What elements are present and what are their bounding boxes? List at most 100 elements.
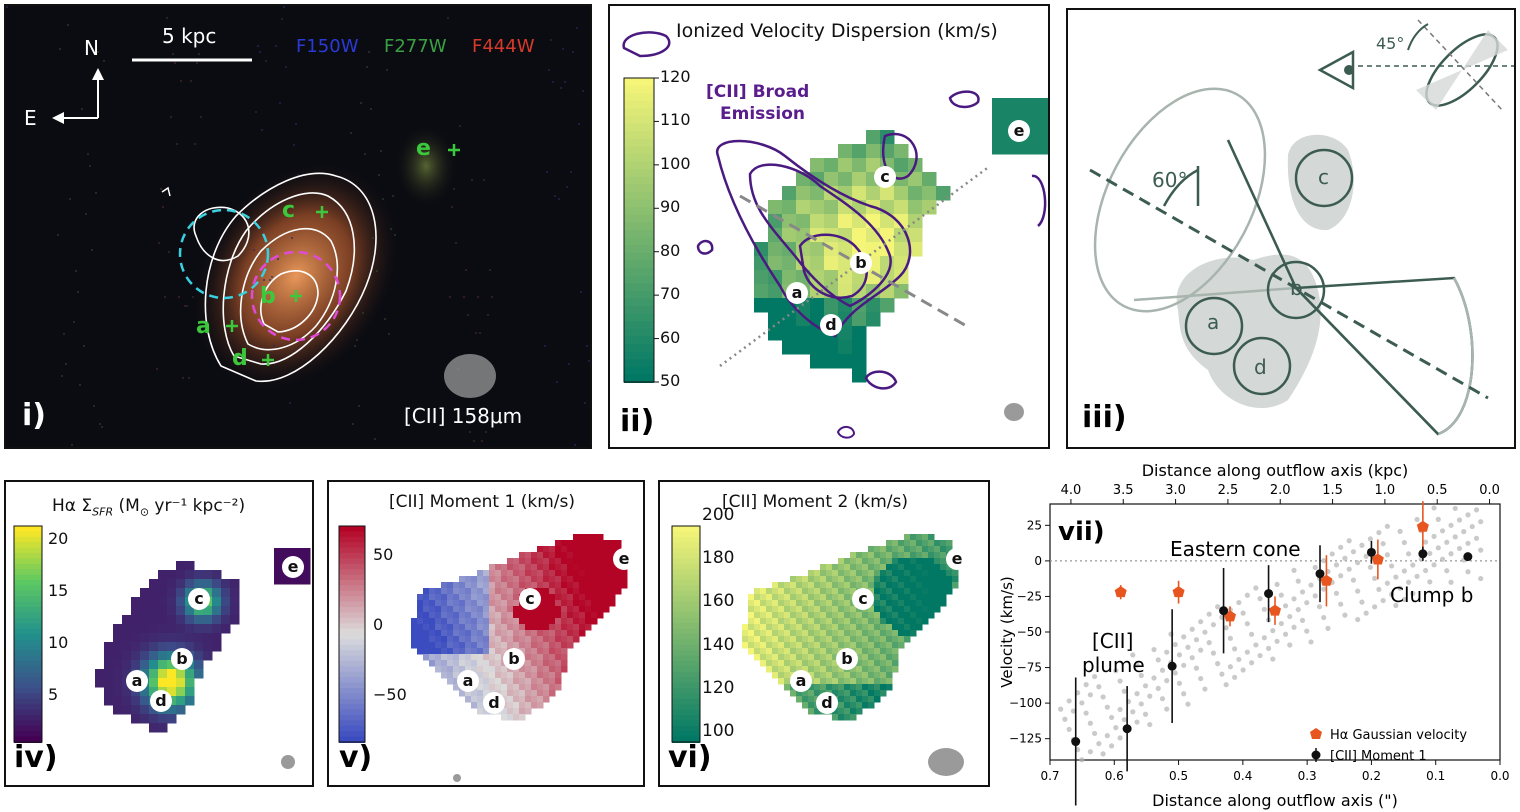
moment1-pixel xyxy=(561,654,568,661)
moment1-pixel xyxy=(585,546,592,553)
dispersion-pixel xyxy=(908,186,923,201)
sfr-pixel xyxy=(167,615,177,625)
clump-cross xyxy=(316,206,328,218)
moment2-pixel xyxy=(766,630,773,637)
moment2-pixel xyxy=(934,582,941,589)
dispersion-pixel xyxy=(852,312,867,327)
moment2-pixel xyxy=(892,642,899,649)
moment2-pixel xyxy=(820,606,827,613)
moment1-pixel xyxy=(441,606,448,613)
y-tick-label: −75 xyxy=(1017,661,1042,675)
moment2-pixel xyxy=(772,612,779,619)
moment2-pixel xyxy=(862,630,869,637)
sfr-pixel xyxy=(194,579,204,589)
moment2-pixel xyxy=(874,570,881,577)
dispersion-colorbar-segment xyxy=(624,222,654,231)
moment2-pixel xyxy=(892,624,899,631)
moment2-pixel xyxy=(778,606,785,613)
sfr-pixel xyxy=(212,642,222,652)
moment2-pixel xyxy=(784,684,791,691)
noise-pixel xyxy=(552,81,554,83)
moment2-pixel xyxy=(874,660,881,667)
moment2-pixel xyxy=(910,576,917,583)
noise-pixel xyxy=(158,242,160,244)
moment2-pixel xyxy=(784,600,791,607)
moment2-pixel xyxy=(850,672,857,679)
sfr-pixel xyxy=(140,687,150,697)
moment2-pixel xyxy=(808,570,815,577)
moment1-pixel xyxy=(537,600,544,607)
moment2-pixel xyxy=(928,534,935,541)
moment2-pixel xyxy=(850,708,857,715)
colorbar-tick: 5 xyxy=(48,685,59,704)
dispersion-pixel xyxy=(810,354,825,369)
moment1-pixel xyxy=(573,630,580,637)
moment2-pixel xyxy=(808,696,815,703)
host-blob xyxy=(1176,254,1321,409)
clump-e-glow xyxy=(396,126,456,206)
moment1-pixel xyxy=(411,618,418,625)
sfr-pixel xyxy=(158,597,168,607)
moment1-pixel xyxy=(477,624,484,631)
moment1-colorbar-segment xyxy=(339,607,365,614)
sfr-pixel xyxy=(203,633,213,643)
moment2-pixel xyxy=(820,660,827,667)
dispersion-colorbar-segment xyxy=(624,328,654,338)
pixel-scatter-point xyxy=(1329,551,1335,557)
moment1-pixel xyxy=(573,576,580,583)
moment2-pixel xyxy=(928,576,935,583)
moment2-pixel xyxy=(838,678,845,685)
moment2-pixel xyxy=(856,690,863,697)
dispersion-colorbar-segment xyxy=(624,321,654,330)
moment1-colorbar-segment xyxy=(339,688,365,695)
noise-pixel xyxy=(568,363,570,365)
moment1-pixel xyxy=(543,552,550,559)
moment2-pixel xyxy=(940,588,947,595)
pixel-scatter-point xyxy=(1249,660,1255,666)
noise-pixel xyxy=(392,195,394,197)
colorbar-tick: 90 xyxy=(660,197,681,217)
noise-pixel xyxy=(459,125,461,127)
moment1-pixel xyxy=(447,630,454,637)
moment1-pixel xyxy=(465,636,472,643)
clump-label-e: e xyxy=(282,556,304,578)
sfr-pixel xyxy=(140,588,150,598)
moment1-pixel xyxy=(411,624,418,631)
moment2-pixel xyxy=(868,576,875,583)
moment2-pixel xyxy=(844,696,851,703)
moment2-pixel xyxy=(946,582,953,589)
sfr-pixel xyxy=(149,642,159,652)
pixel-scatter-point xyxy=(1444,568,1450,574)
moment1-pixel xyxy=(423,642,430,649)
moment1-pixel xyxy=(495,678,502,685)
moment2-pixel xyxy=(922,588,929,595)
moment1-pixel xyxy=(603,576,610,583)
moment2-pixel xyxy=(772,606,779,613)
sfr-pixel xyxy=(176,570,186,580)
inclination-arc xyxy=(1407,23,1429,51)
moment2-pixel xyxy=(820,666,827,673)
moment1-pixel xyxy=(597,552,604,559)
moment2-pixel xyxy=(784,588,791,595)
moment1-pixel xyxy=(477,648,484,655)
moment1-pixel xyxy=(453,660,460,667)
moment2-pixel xyxy=(886,546,893,553)
moment2-pixel xyxy=(916,576,923,583)
moment1-pixel xyxy=(477,576,484,583)
moment1-pixel xyxy=(525,636,532,643)
annotation-plume: plume xyxy=(1082,653,1145,677)
moment2-pixel xyxy=(808,636,815,643)
dispersion-colorbar-segment xyxy=(624,138,654,148)
pixel-scatter-point xyxy=(1134,719,1140,725)
pixel-scatter-point xyxy=(1108,743,1115,749)
moment2-pixel xyxy=(940,576,947,583)
moment1-pixel xyxy=(555,570,562,577)
moment2-pixel xyxy=(850,588,857,595)
moment2-pixel xyxy=(874,666,881,673)
moment1-pixel xyxy=(513,624,520,631)
dispersion-colorbar-segment xyxy=(624,161,654,171)
pixel-scatter-point xyxy=(1087,749,1093,755)
sfr-pixel xyxy=(113,678,123,688)
pixel-scatter-point xyxy=(1189,626,1195,632)
clump-label-b: b xyxy=(171,648,193,670)
